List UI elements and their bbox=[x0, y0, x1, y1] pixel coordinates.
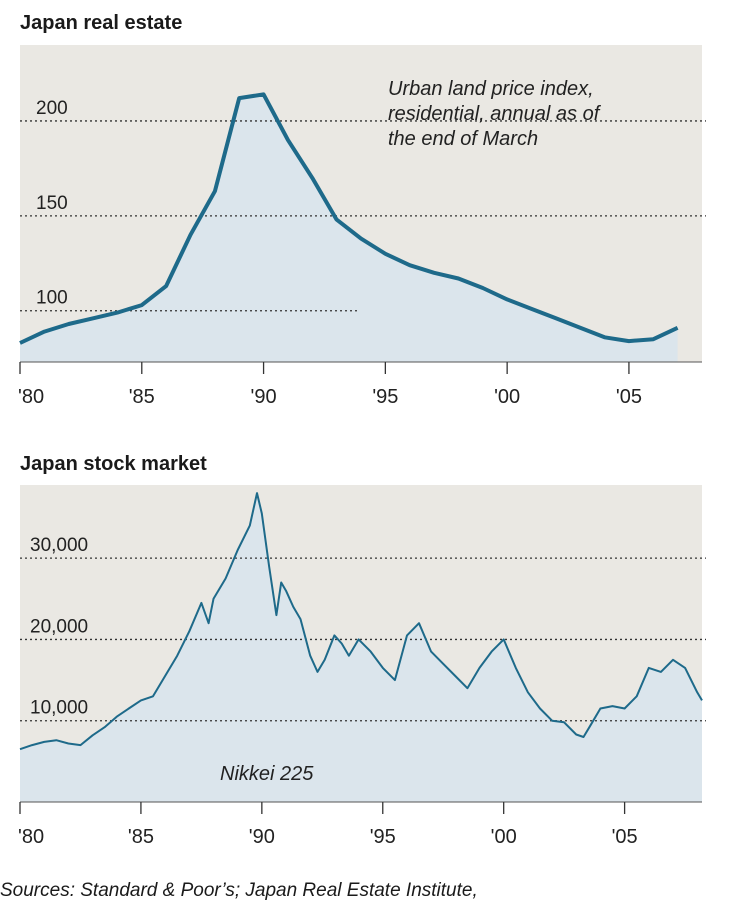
x-tick-label: '95 bbox=[372, 386, 398, 408]
x-tick-label: '80 bbox=[18, 826, 44, 848]
series-line bbox=[19, 92, 679, 345]
y-tick-label: 20,000 bbox=[30, 616, 88, 637]
source-note: Sources: Standard & Poor’s; Japan Real E… bbox=[0, 880, 478, 901]
chart-title-stock-market: Japan stock market bbox=[20, 453, 207, 475]
x-tick-label: '90 bbox=[251, 386, 277, 408]
x-tick-label: '05 bbox=[612, 826, 638, 848]
x-tick-label: '90 bbox=[249, 826, 275, 848]
annotation-line: Urban land price index, bbox=[388, 78, 594, 100]
stock-market-chart: 10,000 20,000 30,000 '80 '85 '90 '95 '00 '05 Nikk… bbox=[18, 485, 706, 848]
x-tick-label: '00 bbox=[491, 826, 517, 848]
x-tick-label: '85 bbox=[128, 826, 154, 848]
y-tick-label: 30,000 bbox=[30, 535, 88, 556]
series-line bbox=[19, 492, 703, 751]
x-tick-label: '85 bbox=[129, 386, 155, 408]
annotation-line: Nikkei 225 bbox=[220, 763, 314, 785]
y-tick-label: 200 bbox=[36, 98, 68, 119]
series-area bbox=[20, 493, 702, 802]
x-tick-label: '05 bbox=[616, 386, 642, 408]
x-tick-label: '95 bbox=[370, 826, 396, 848]
series-area bbox=[20, 94, 678, 363]
y-tick-label: 10,000 bbox=[30, 698, 88, 719]
y-tick-label: 150 bbox=[36, 193, 68, 214]
annotation-line: the end of March bbox=[388, 128, 538, 150]
y-tick-label: 100 bbox=[36, 288, 68, 309]
real-estate-chart: 100 150 200 '80 '85 '90 '95 '00 '05 Urban land pr… bbox=[18, 45, 706, 408]
chart-title-real-estate: Japan real estate bbox=[20, 12, 183, 34]
x-tick-label: '80 bbox=[18, 386, 44, 408]
annotation-line: residential, annual as of bbox=[388, 103, 602, 125]
x-tick-label: '00 bbox=[494, 386, 520, 408]
